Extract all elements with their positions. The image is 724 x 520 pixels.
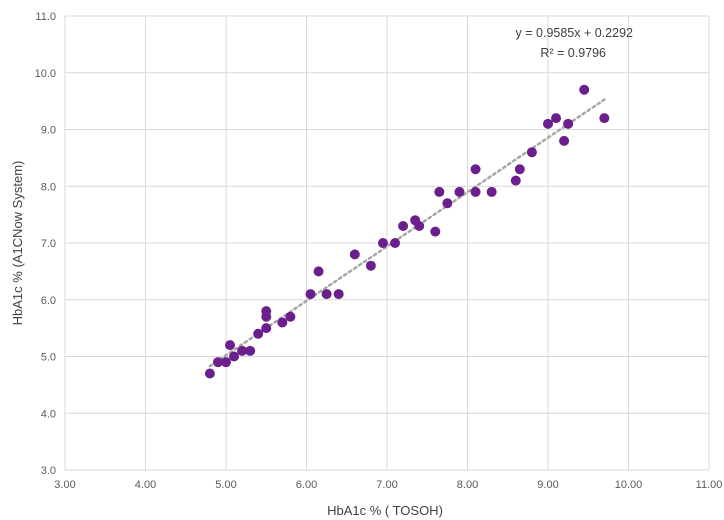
data-point	[261, 306, 272, 317]
data-point	[563, 118, 574, 129]
x-tick-label: 7.00	[376, 479, 397, 491]
trendline-equation: y = 0.9585x + 0.2292	[516, 26, 634, 40]
data-point	[245, 345, 256, 356]
data-point	[559, 135, 570, 146]
data-point	[305, 289, 316, 300]
data-point	[313, 266, 324, 277]
data-point	[333, 289, 344, 300]
y-tick-label: 9.0	[41, 125, 56, 137]
x-axis-ticks: 3.00 4.00 5.00 6.00 7.00 8.00 9.00 10.00 11.00	[54, 479, 722, 491]
data-point	[510, 175, 521, 186]
data-point	[229, 351, 240, 362]
data-point	[261, 323, 272, 334]
y-tick-label: 6.0	[41, 295, 56, 307]
y-tick-label: 8.0	[41, 181, 56, 193]
data-point	[434, 186, 445, 197]
data-point	[470, 186, 481, 197]
data-points	[204, 84, 610, 379]
x-tick-label: 6.00	[296, 479, 317, 491]
y-tick-label: 4.0	[41, 408, 56, 420]
data-point	[390, 238, 401, 248]
y-axis-label: HbA1c % (A1CNow System)	[10, 161, 25, 326]
data-point	[253, 328, 264, 339]
x-tick-label: 3.00	[54, 479, 75, 491]
data-point	[579, 84, 590, 95]
data-point	[454, 186, 465, 197]
data-point	[365, 260, 376, 271]
x-tick-label: 11.00	[696, 479, 723, 491]
x-tick-label: 8.00	[457, 479, 478, 491]
data-point	[486, 186, 497, 197]
data-point	[349, 249, 360, 260]
data-point	[225, 340, 236, 351]
x-tick-label: 5.00	[215, 479, 236, 491]
r-squared-label: R² = 0.9796	[540, 46, 606, 60]
data-point	[221, 357, 231, 368]
x-tick-label: 10.00	[615, 479, 643, 491]
data-point	[442, 198, 453, 209]
data-point	[321, 289, 332, 300]
data-point	[398, 220, 409, 231]
x-axis-label: HbA1c % ( TOSOH)	[327, 503, 443, 518]
y-tick-label: 7.0	[41, 238, 56, 250]
data-point	[277, 317, 288, 328]
data-point	[514, 164, 525, 175]
data-point	[212, 357, 223, 368]
data-point	[237, 345, 248, 356]
data-point	[470, 164, 481, 175]
data-point	[599, 113, 610, 124]
y-tick-label: 11.0	[35, 11, 56, 23]
data-point	[414, 220, 425, 231]
x-tick-label: 9.00	[537, 479, 558, 491]
y-tick-label: 10.0	[35, 68, 56, 80]
data-point	[543, 118, 553, 129]
data-point	[551, 113, 562, 124]
data-point	[285, 311, 296, 322]
data-point	[377, 238, 388, 248]
data-point	[430, 226, 441, 237]
data-point	[526, 147, 537, 158]
y-axis-ticks: 3.0 4.0 5.0 6.0 7.0 8.0 9.0 10.0 11.0	[35, 11, 56, 477]
x-tick-label: 4.00	[135, 479, 156, 491]
data-point	[204, 368, 215, 379]
y-tick-label: 5.0	[41, 352, 56, 364]
trendline	[208, 98, 606, 368]
y-tick-label: 3.0	[41, 465, 56, 477]
